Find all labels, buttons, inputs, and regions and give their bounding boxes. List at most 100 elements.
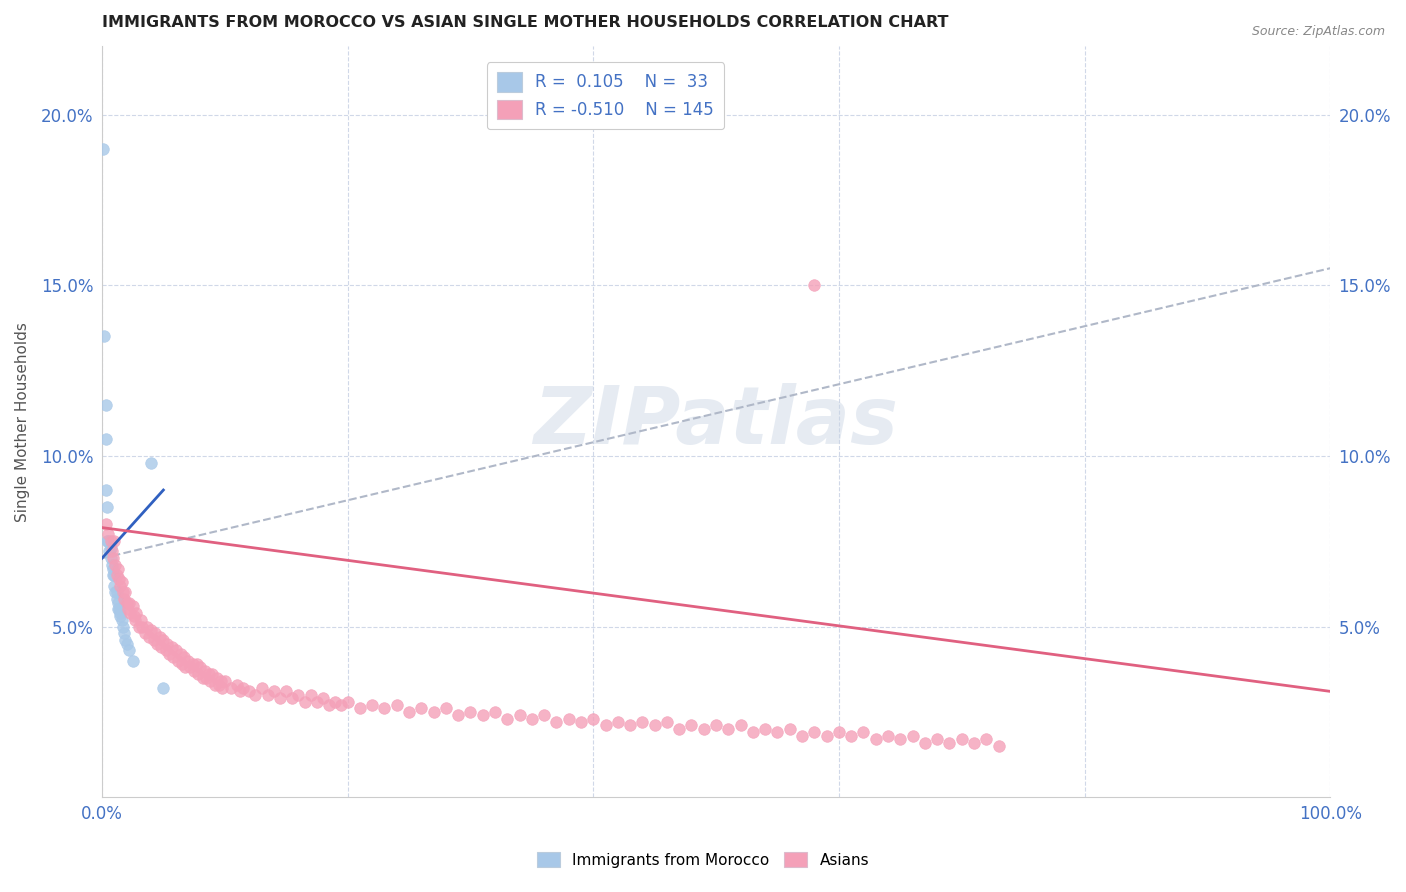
Legend: R =  0.105    N =  33, R = -0.510    N = 145: R = 0.105 N = 33, R = -0.510 N = 145 bbox=[486, 62, 724, 129]
Point bbox=[121, 599, 143, 613]
Point bbox=[183, 664, 205, 678]
Point bbox=[582, 712, 605, 726]
Point bbox=[201, 667, 224, 681]
Point bbox=[129, 613, 152, 627]
Point bbox=[963, 735, 986, 749]
Point bbox=[100, 541, 122, 555]
Point bbox=[108, 572, 131, 586]
Point bbox=[509, 708, 531, 723]
Point bbox=[373, 701, 395, 715]
Point bbox=[105, 585, 128, 599]
Point bbox=[105, 592, 128, 607]
Point bbox=[865, 732, 887, 747]
Point bbox=[209, 674, 232, 689]
Point bbox=[181, 657, 204, 671]
Point bbox=[460, 705, 482, 719]
Point bbox=[256, 688, 278, 702]
Point bbox=[974, 732, 997, 747]
Point bbox=[142, 633, 165, 648]
Point bbox=[232, 681, 254, 695]
Point bbox=[349, 701, 371, 715]
Point bbox=[276, 684, 298, 698]
Point bbox=[520, 712, 543, 726]
Point bbox=[207, 671, 229, 685]
Point bbox=[484, 705, 506, 719]
Point bbox=[118, 596, 141, 610]
Point bbox=[250, 681, 273, 695]
Point bbox=[336, 695, 359, 709]
Point bbox=[162, 650, 184, 665]
Point bbox=[191, 671, 214, 685]
Point bbox=[152, 633, 174, 648]
Point bbox=[107, 561, 129, 575]
Point bbox=[110, 575, 132, 590]
Point bbox=[138, 630, 160, 644]
Point bbox=[110, 606, 132, 620]
Point bbox=[136, 619, 159, 633]
Point bbox=[155, 643, 177, 657]
Point bbox=[152, 681, 174, 695]
Point bbox=[914, 735, 936, 749]
Point bbox=[114, 633, 136, 648]
Point bbox=[779, 722, 801, 736]
Point bbox=[105, 568, 128, 582]
Point bbox=[330, 698, 353, 712]
Point bbox=[207, 677, 229, 691]
Point bbox=[100, 534, 122, 549]
Point bbox=[901, 729, 924, 743]
Point bbox=[115, 637, 138, 651]
Point bbox=[118, 643, 141, 657]
Text: ZIPatlas: ZIPatlas bbox=[533, 383, 898, 461]
Point bbox=[149, 640, 172, 654]
Point bbox=[124, 613, 146, 627]
Point bbox=[149, 630, 172, 644]
Point bbox=[139, 456, 162, 470]
Point bbox=[187, 667, 209, 681]
Point bbox=[471, 708, 494, 723]
Point bbox=[546, 715, 568, 730]
Point bbox=[104, 585, 127, 599]
Point bbox=[214, 674, 236, 689]
Point bbox=[238, 684, 260, 698]
Point bbox=[318, 698, 340, 712]
Point bbox=[496, 712, 519, 726]
Point bbox=[557, 712, 579, 726]
Point bbox=[754, 722, 776, 736]
Point bbox=[111, 619, 134, 633]
Point bbox=[198, 667, 221, 681]
Point bbox=[411, 701, 433, 715]
Point bbox=[631, 715, 654, 730]
Point bbox=[950, 732, 973, 747]
Point bbox=[173, 650, 195, 665]
Point bbox=[226, 677, 249, 691]
Point bbox=[111, 585, 134, 599]
Point bbox=[134, 626, 156, 640]
Point bbox=[668, 722, 690, 736]
Point bbox=[125, 606, 148, 620]
Point bbox=[94, 432, 117, 446]
Point bbox=[447, 708, 470, 723]
Point bbox=[305, 695, 328, 709]
Point bbox=[741, 725, 763, 739]
Point bbox=[704, 718, 727, 732]
Point bbox=[107, 596, 129, 610]
Point bbox=[693, 722, 716, 736]
Point bbox=[188, 660, 211, 674]
Point bbox=[606, 715, 628, 730]
Point bbox=[839, 729, 862, 743]
Point bbox=[122, 609, 145, 624]
Point bbox=[655, 715, 678, 730]
Point bbox=[156, 637, 179, 651]
Point bbox=[110, 613, 132, 627]
Point bbox=[169, 647, 191, 661]
Legend: Immigrants from Morocco, Asians: Immigrants from Morocco, Asians bbox=[530, 846, 876, 873]
Point bbox=[110, 609, 132, 624]
Point bbox=[114, 585, 136, 599]
Point bbox=[281, 691, 304, 706]
Point bbox=[889, 732, 911, 747]
Point bbox=[112, 626, 135, 640]
Point bbox=[790, 729, 813, 743]
Point bbox=[103, 578, 125, 592]
Point bbox=[94, 398, 117, 412]
Point bbox=[97, 534, 120, 549]
